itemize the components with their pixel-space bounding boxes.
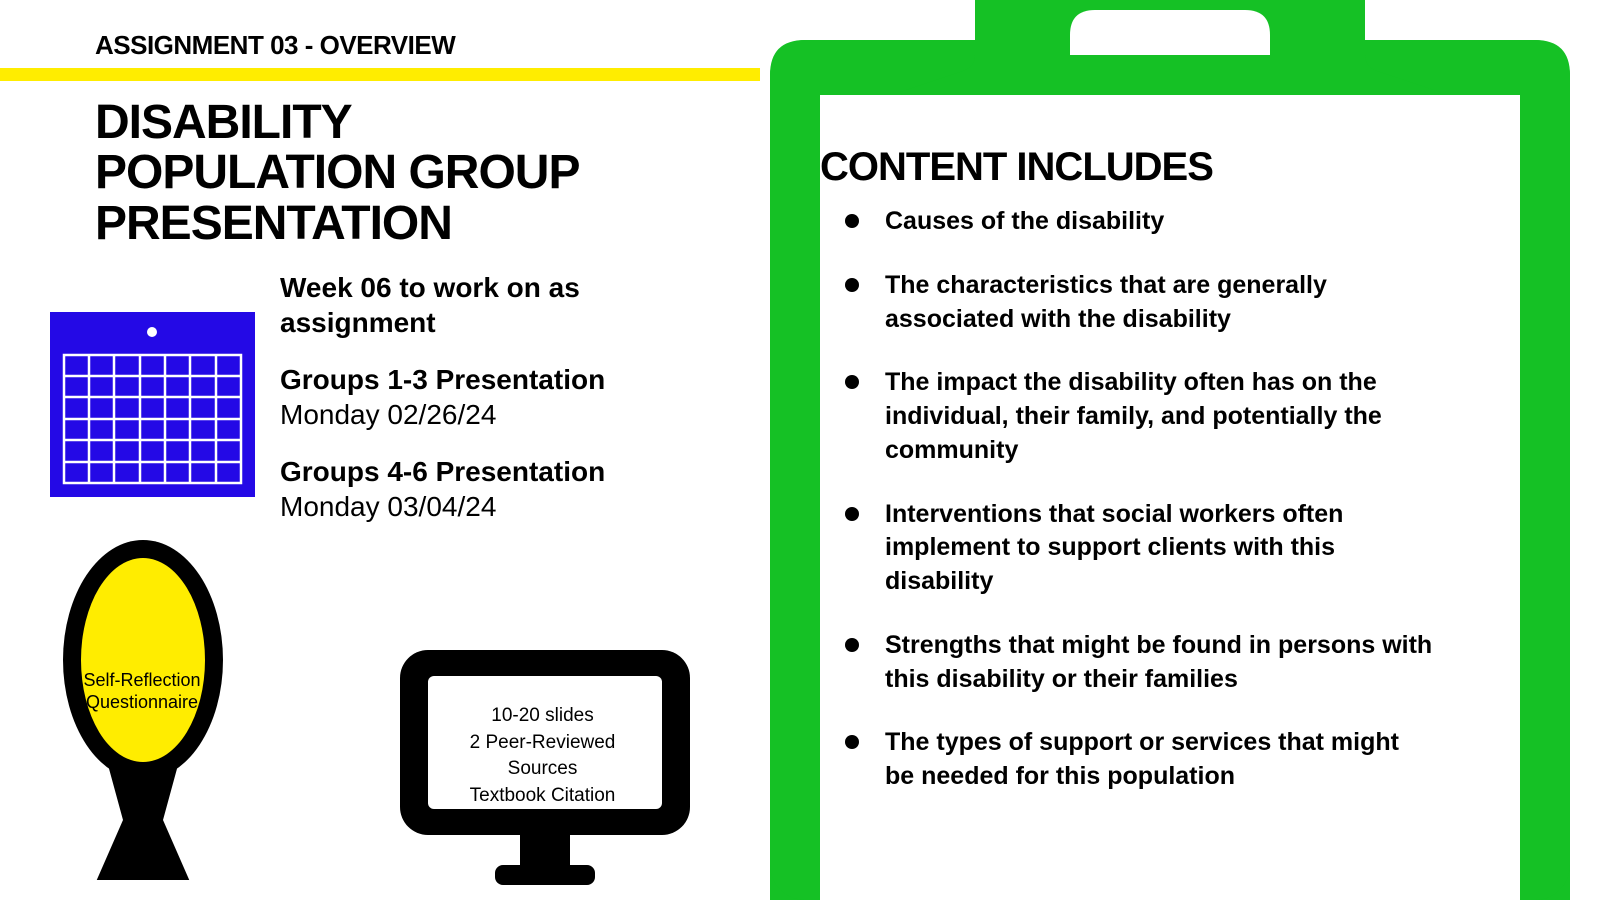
schedule-block: Groups 4-6 Presentation Monday 03/04/24	[280, 454, 680, 524]
monitor-line: 2 Peer-Reviewed Sources	[435, 730, 650, 783]
schedule-line: Monday 03/04/24	[280, 489, 680, 524]
mirror-line: Self-Reflection	[62, 670, 222, 692]
schedule-line: assignment	[280, 305, 680, 340]
schedule-line: Monday 02/26/24	[280, 397, 680, 432]
title-line: DISABILITY	[95, 98, 579, 148]
yellow-divider	[0, 68, 760, 81]
content-list: Causes of the disability The characteris…	[845, 205, 1435, 824]
content-title: CONTENT INCLUDES	[820, 145, 1213, 190]
monitor-text: 10-20 slides 2 Peer-Reviewed Sources Tex…	[435, 703, 650, 809]
title-line: POPULATION GROUP	[95, 148, 579, 198]
mirror-text: Self-Reflection Questionnaire	[62, 670, 222, 713]
list-item: The characteristics that are generally a…	[845, 269, 1435, 337]
main-title: DISABILITY POPULATION GROUP PRESENTATION	[95, 98, 579, 249]
calendar-icon	[50, 312, 255, 497]
schedule-text: Week 06 to work on as assignment Groups …	[280, 270, 680, 546]
list-item: Interventions that social workers often …	[845, 498, 1435, 599]
mirror-line: Questionnaire	[62, 692, 222, 714]
schedule-line: Week 06 to work on as	[280, 270, 680, 305]
monitor-line: Textbook Citation	[435, 783, 650, 810]
schedule-line: Groups 1-3 Presentation	[280, 362, 680, 397]
schedule-line: Groups 4-6 Presentation	[280, 454, 680, 489]
monitor-line: 10-20 slides	[435, 703, 650, 730]
list-item: The types of support or services that mi…	[845, 726, 1435, 794]
schedule-block: Week 06 to work on as assignment	[280, 270, 680, 340]
list-item: The impact the disability often has on t…	[845, 366, 1435, 467]
header-label: ASSIGNMENT 03 - OVERVIEW	[95, 30, 455, 61]
list-item: Causes of the disability	[845, 205, 1435, 239]
list-item: Strengths that might be found in persons…	[845, 629, 1435, 697]
schedule-block: Groups 1-3 Presentation Monday 02/26/24	[280, 362, 680, 432]
title-line: PRESENTATION	[95, 199, 579, 249]
